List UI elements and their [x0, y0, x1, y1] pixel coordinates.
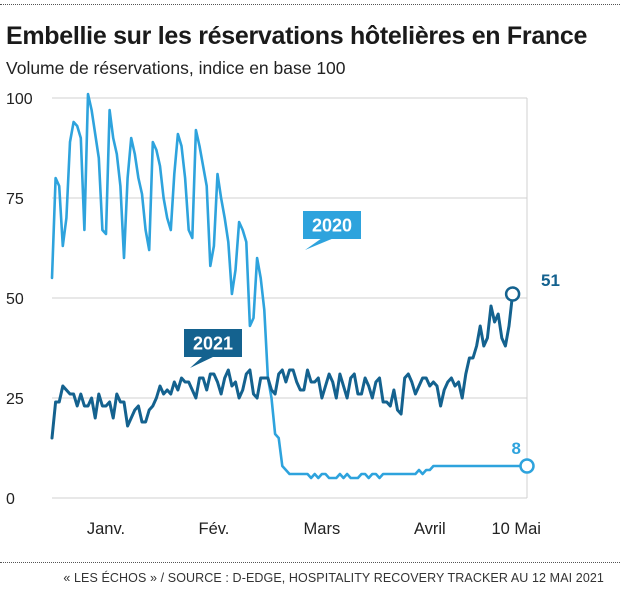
y-tick-label: 100: [6, 91, 33, 108]
series-callout-label-2021: 2021: [193, 334, 233, 354]
x-tick-label: Mars: [304, 520, 341, 538]
y-tick-label: 25: [6, 391, 24, 408]
y-tick-label: 50: [6, 291, 24, 308]
chart-subtitle: Volume de réservations, indice en base 1…: [6, 58, 346, 78]
x-tick-label: Fév.: [198, 520, 229, 538]
endpoint-label-2021: 51: [541, 271, 560, 290]
bottom-divider: [0, 562, 620, 563]
endpoint-label-2020: 8: [511, 439, 520, 458]
series-callout-box-2021: [184, 329, 242, 357]
series-callout-pointer-2021: [190, 356, 215, 368]
y-tick-label: 75: [6, 191, 24, 208]
series-line-2020: [50, 92, 529, 480]
series-callout-box-2020: [303, 211, 361, 239]
x-tick-label: Janv.: [87, 520, 125, 538]
chart-title: Embellie sur les réservations hôtelières…: [6, 22, 588, 50]
top-divider: [0, 4, 620, 5]
series-callout-pointer-2020: [305, 238, 334, 250]
x-tick-label: Avril: [414, 520, 446, 538]
y-tick-label: 0: [6, 491, 15, 508]
source-footer: « LES ÉCHOS » / SOURCE : D-EDGE, HOSPITA…: [63, 571, 604, 585]
line-chart: 0 25 50 75 100 Janv. Fév. Mars Avril 10 Mai 8 51 202…: [6, 91, 560, 538]
series-line-2021: [50, 292, 515, 440]
x-tick-label: 10 Mai: [491, 520, 541, 538]
endpoint-marker-2020: [519, 458, 535, 474]
endpoint-marker-2021: [504, 286, 521, 302]
series-callout-label-2020: 2020: [312, 216, 352, 236]
